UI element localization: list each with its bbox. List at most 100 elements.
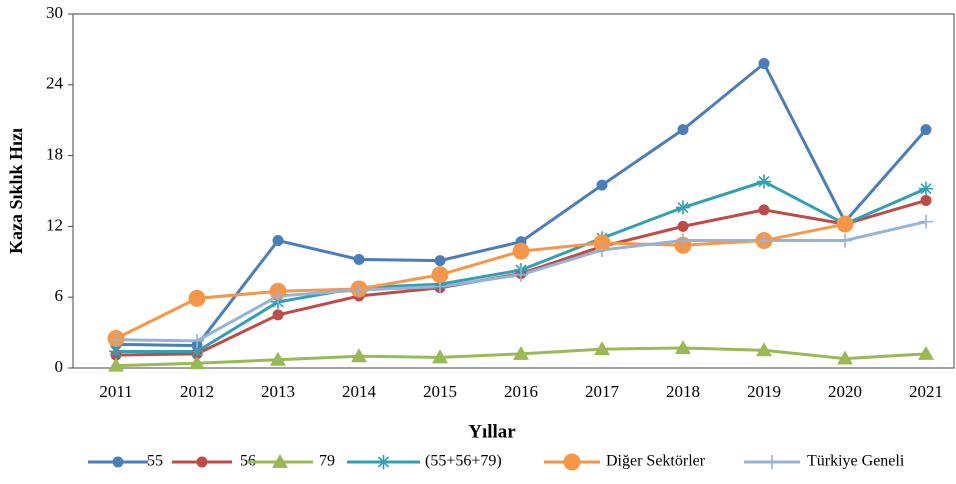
- marker-shape: [352, 283, 366, 298]
- series-line: [115, 61, 928, 348]
- x-tick-label: 2013: [261, 382, 295, 401]
- marker: [270, 351, 286, 366]
- marker: [595, 243, 609, 257]
- marker: [676, 200, 690, 215]
- marker: [189, 355, 205, 370]
- marker-shape: [677, 124, 689, 136]
- marker-shape: [108, 357, 124, 372]
- marker-shape: [919, 214, 933, 229]
- marker: [353, 253, 365, 265]
- marker: [758, 58, 770, 70]
- x-tick-label: 2020: [828, 382, 862, 401]
- marker-shape: [112, 456, 124, 468]
- marker: [188, 289, 206, 307]
- marker-shape: [596, 179, 608, 191]
- marker-shape: [512, 242, 530, 260]
- marker-shape: [595, 243, 609, 257]
- marker-shape: [593, 234, 611, 252]
- marker: [836, 215, 854, 233]
- marker-shape: [514, 267, 528, 282]
- marker-shape: [432, 349, 448, 364]
- marker-shape: [757, 233, 771, 248]
- marker: [112, 456, 124, 468]
- marker-shape: [271, 289, 285, 304]
- x-tick-label: 2017: [585, 382, 620, 401]
- marker-shape: [433, 279, 447, 294]
- legend-label: 55: [147, 453, 163, 470]
- series-line: [115, 222, 846, 340]
- marker-shape: [918, 345, 934, 360]
- marker-shape: [838, 233, 852, 248]
- marker-shape: [765, 455, 779, 469]
- y-tick-label: 6: [55, 286, 64, 305]
- marker: [376, 455, 391, 469]
- marker: [837, 350, 853, 365]
- y-tick-label: 18: [46, 145, 63, 164]
- marker: [677, 124, 689, 136]
- y-axis-title: Kaza Sıklık Hızı: [6, 128, 26, 254]
- marker-shape: [190, 333, 204, 348]
- marker-shape: [758, 204, 770, 216]
- legend-label: (55+56+79): [425, 453, 502, 470]
- marker-shape: [109, 344, 123, 359]
- marker: [196, 456, 208, 468]
- marker: [431, 266, 449, 284]
- marker-shape: [563, 453, 581, 471]
- marker: [756, 342, 772, 357]
- marker: [109, 332, 123, 347]
- marker-shape: [196, 456, 208, 468]
- marker-shape: [376, 455, 391, 469]
- marker: [676, 233, 690, 248]
- plot-frame: [72, 13, 955, 369]
- marker-shape: [109, 332, 123, 347]
- marker-shape: [756, 342, 772, 357]
- marker: [593, 234, 611, 252]
- marker-shape: [434, 255, 446, 267]
- marker: [272, 309, 284, 321]
- marker: [765, 455, 779, 469]
- marker: [190, 344, 204, 359]
- legend-label: Diğer Sektörler: [606, 453, 706, 470]
- legend-label: Türkiye Geneli: [807, 453, 905, 470]
- marker: [596, 179, 608, 191]
- marker-shape: [594, 341, 610, 356]
- marker: [563, 453, 581, 471]
- marker-shape: [920, 124, 932, 136]
- marker-shape: [351, 348, 367, 363]
- y-tick-label: 0: [55, 357, 64, 376]
- marker: [433, 279, 447, 294]
- marker-shape: [513, 345, 529, 360]
- marker: [109, 344, 123, 359]
- marker-shape: [353, 253, 365, 265]
- marker-shape: [188, 289, 206, 307]
- x-tick-label: 2019: [747, 382, 781, 401]
- marker-shape: [757, 174, 771, 189]
- marker: [919, 214, 933, 229]
- marker: [919, 181, 933, 196]
- marker: [512, 242, 530, 260]
- marker-shape: [676, 233, 690, 248]
- marker-shape: [189, 355, 205, 370]
- marker-shape: [837, 350, 853, 365]
- x-tick-label: 2021: [909, 382, 943, 401]
- marker: [272, 454, 288, 468]
- marker: [758, 204, 770, 216]
- y-tick-label: 24: [46, 74, 64, 93]
- marker-shape: [836, 215, 854, 233]
- marker-shape: [919, 181, 933, 196]
- x-tick-label: 2018: [666, 382, 700, 401]
- x-tick-label: 2012: [180, 382, 214, 401]
- marker: [675, 339, 691, 354]
- marker: [920, 194, 932, 206]
- marker-shape: [190, 344, 204, 359]
- marker: [513, 345, 529, 360]
- marker: [920, 124, 932, 136]
- marker: [190, 333, 204, 348]
- x-axis-title: Yıllar: [468, 421, 516, 442]
- y-tick-label: 30: [46, 3, 63, 22]
- marker-shape: [272, 309, 284, 321]
- marker-shape: [272, 235, 284, 247]
- marker: [351, 348, 367, 363]
- marker: [271, 289, 285, 304]
